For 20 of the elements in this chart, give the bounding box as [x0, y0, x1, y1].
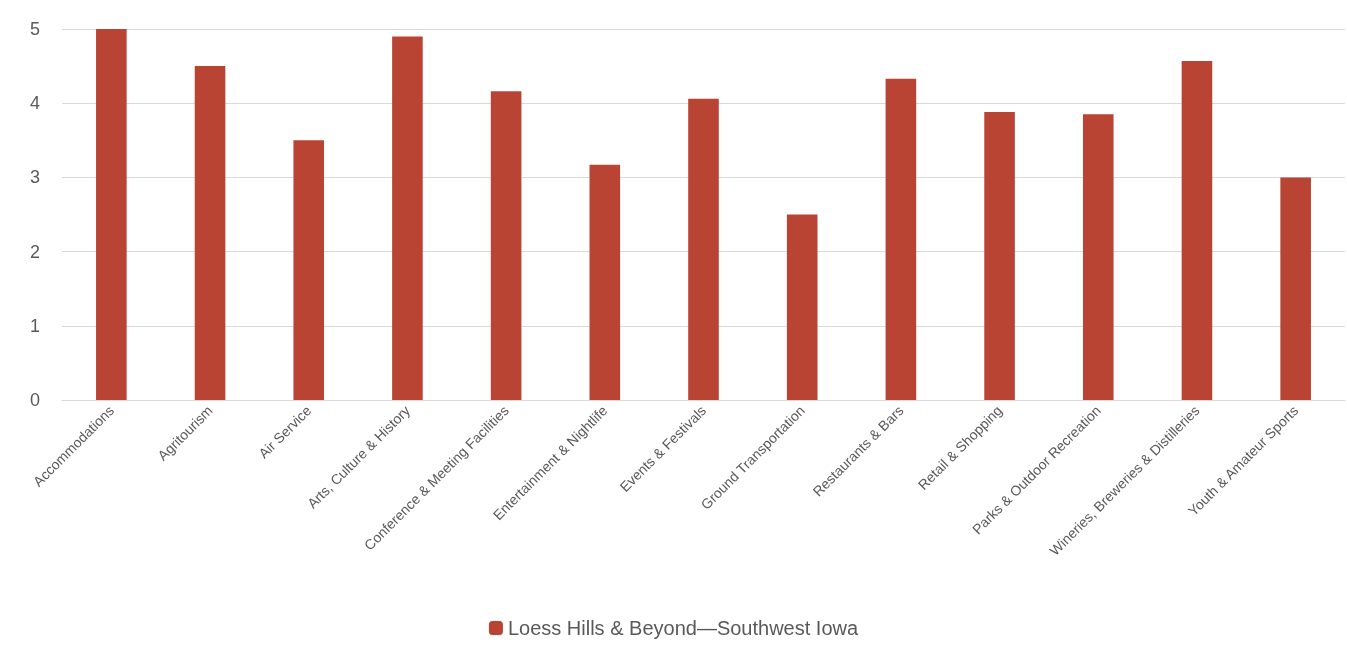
bar [688, 98, 719, 400]
bar [786, 214, 818, 400]
y-tick-label: 5 [29, 19, 40, 39]
y-tick-label: 0 [29, 390, 40, 410]
bar [1280, 177, 1311, 400]
bar [1082, 114, 1114, 400]
bar [589, 164, 621, 400]
bar [1181, 60, 1213, 400]
bar [490, 91, 522, 400]
bar [984, 112, 1015, 400]
bar [392, 36, 423, 400]
legend-label: Loess Hills & Beyond—Southwest Iowa [507, 617, 859, 639]
y-tick-label: 2 [29, 241, 40, 262]
y-tick-label: 4 [29, 93, 40, 114]
y-tick-label: 1 [29, 315, 40, 336]
y-tick-label: 3 [29, 167, 40, 188]
bar [885, 78, 917, 400]
bar [293, 140, 325, 400]
bar [194, 66, 226, 400]
bar [96, 29, 127, 400]
